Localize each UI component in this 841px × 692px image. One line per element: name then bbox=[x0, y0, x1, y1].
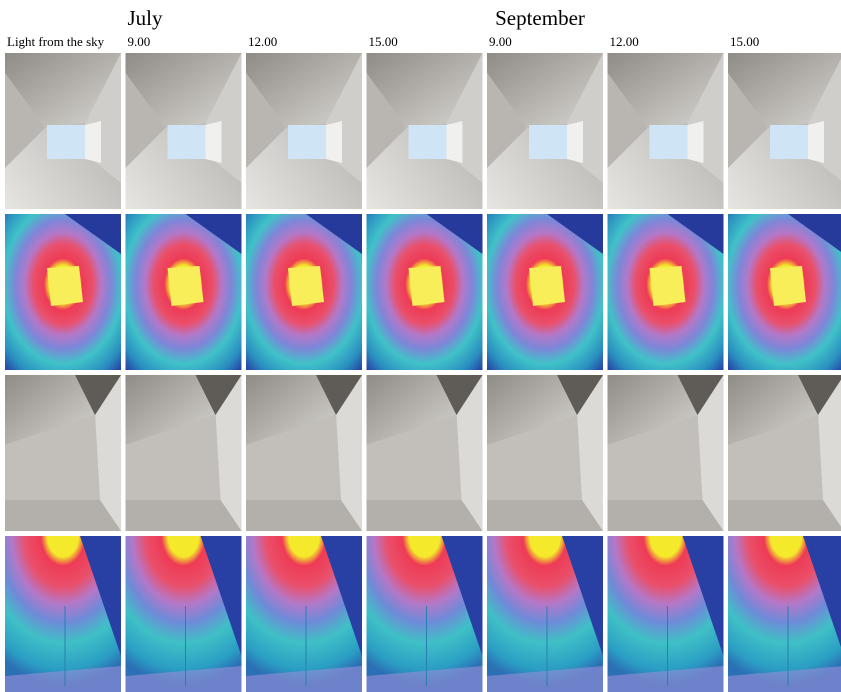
image-grid bbox=[5, 53, 841, 692]
photo bbox=[246, 214, 362, 370]
photo bbox=[366, 536, 483, 692]
labels: July September Light from the sky 9.00 12.… bbox=[7, 6, 759, 49]
photo bbox=[728, 375, 841, 531]
photo bbox=[5, 53, 121, 209]
photo bbox=[487, 536, 603, 692]
column-label: Light from the sky bbox=[7, 34, 105, 49]
column-label: 15.00 bbox=[369, 34, 398, 49]
column-label: 9.00 bbox=[489, 34, 512, 49]
photo bbox=[607, 536, 724, 692]
column-label: 15.00 bbox=[730, 34, 759, 49]
column-label: 12.00 bbox=[610, 34, 639, 49]
photo bbox=[487, 53, 603, 209]
column-label: 12.00 bbox=[248, 34, 277, 49]
photo bbox=[125, 53, 242, 209]
photo bbox=[607, 214, 724, 370]
photo bbox=[487, 214, 603, 370]
photo bbox=[246, 536, 362, 692]
photo bbox=[246, 53, 362, 209]
photo bbox=[607, 53, 724, 209]
photo bbox=[246, 375, 362, 531]
photo bbox=[5, 536, 121, 692]
photo bbox=[5, 375, 121, 531]
photo bbox=[366, 375, 483, 531]
column-label: 9.00 bbox=[128, 34, 151, 49]
group-label: July bbox=[127, 6, 163, 30]
photo bbox=[487, 375, 603, 531]
photo bbox=[125, 375, 242, 531]
group-label: September bbox=[495, 6, 585, 30]
photo bbox=[125, 214, 242, 370]
photo bbox=[366, 53, 483, 209]
photo bbox=[728, 536, 841, 692]
photo bbox=[728, 53, 841, 209]
photo bbox=[125, 536, 242, 692]
photo bbox=[607, 375, 724, 531]
photo bbox=[366, 214, 483, 370]
photo bbox=[5, 214, 121, 370]
photo bbox=[728, 214, 841, 370]
